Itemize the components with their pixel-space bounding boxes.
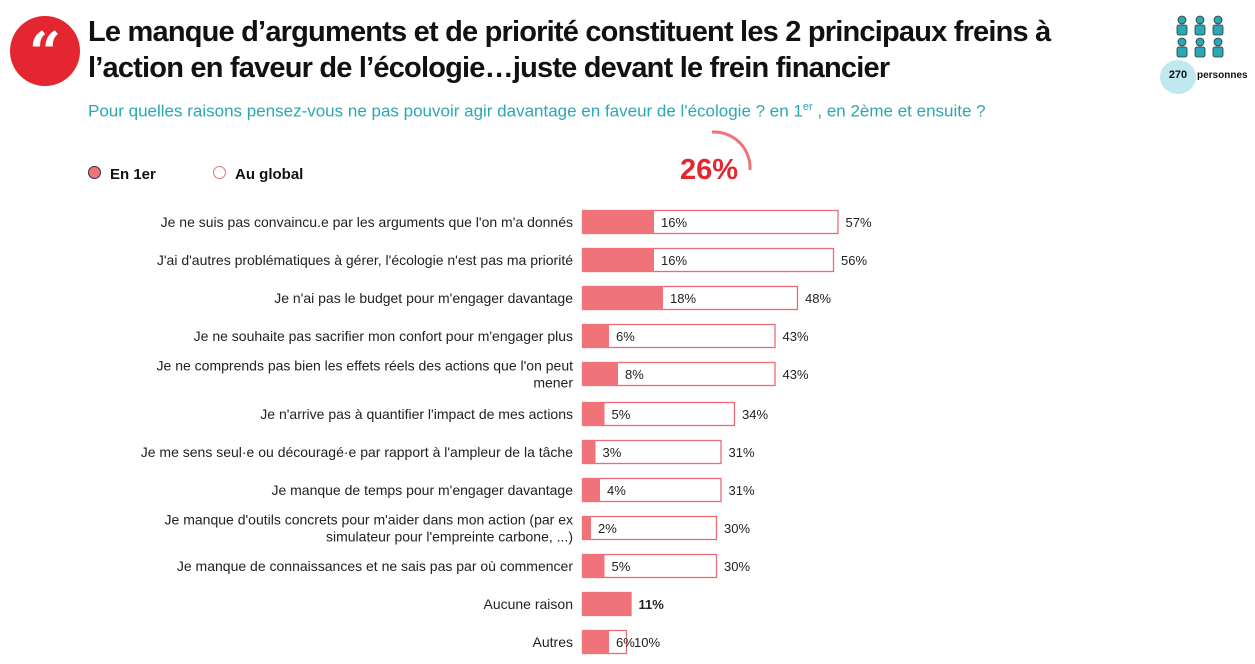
category-label: Je n'ai pas le budget pour m'engager dav… (274, 290, 573, 306)
bar-global-label: 31% (729, 445, 755, 460)
bar-first-label: 5% (612, 559, 631, 574)
category-label: Autres (533, 634, 573, 650)
bar-first (582, 402, 605, 426)
category-label: mener (533, 375, 573, 391)
legend-label-first: En 1er (110, 166, 156, 183)
bar-first (582, 324, 609, 348)
subtitle-superscript: er (802, 101, 813, 113)
category-label: Je ne comprends pas bien les effets réel… (157, 358, 574, 374)
bar-global-label: 43% (783, 367, 809, 382)
category-label: simulateur pour l'empreinte carbone, ...… (326, 529, 573, 545)
category-label: Aucune raison (483, 596, 573, 612)
bar-global (581, 323, 776, 349)
bar-global (581, 401, 736, 427)
category-label: Je manque de connaissances et ne sais pa… (177, 558, 573, 574)
people-group-icon (1170, 10, 1230, 66)
bar-global-label: 57% (846, 215, 872, 230)
bar-first (582, 362, 618, 386)
bar-global (581, 477, 722, 503)
legend-label-global: Au global (235, 166, 304, 183)
bar-first (582, 440, 596, 464)
bar-global-label: 34% (742, 407, 768, 422)
bar-global-label: 56% (841, 253, 867, 268)
bar-first-label: 8% (625, 367, 644, 382)
highlight-arc (711, 130, 752, 171)
bar-first (582, 516, 591, 540)
bar-first-label: 18% (670, 291, 696, 306)
bar-first-label: 6% (616, 329, 635, 344)
category-label: J'ai d'autres problématiques à gérer, l'… (157, 252, 573, 268)
legend-swatch-global (213, 166, 226, 179)
bar-first (582, 210, 654, 234)
bar-first-label: 16% (661, 215, 687, 230)
bar-global-label: 10% (634, 635, 660, 650)
bar-first-label: 6% (616, 635, 635, 650)
bar-global-label: 31% (729, 483, 755, 498)
bar-first (582, 592, 632, 616)
subtitle-end: , en 2ème et ensuite ? (812, 101, 986, 121)
page-title: Le manque d’arguments et de priorité con… (88, 16, 1051, 84)
bar-global-label: 30% (724, 521, 750, 536)
bar-global-label: 48% (805, 291, 831, 306)
bar-first (582, 286, 663, 310)
category-label: Je me sens seul·e ou découragé·e par rap… (141, 444, 573, 460)
bar-first-label: 5% (612, 407, 631, 422)
category-label: Je manque de temps pour m'engager davant… (271, 482, 573, 498)
sample-count: 270 (1168, 69, 1188, 81)
bar-first-label: 3% (603, 445, 622, 460)
bar-global-label: 11% (639, 597, 665, 612)
legend-swatch-first (88, 166, 101, 179)
category-label: Je n'arrive pas à quantifier l'impact de… (260, 406, 573, 422)
bar-first (582, 248, 654, 272)
sample-count-badge (1160, 60, 1196, 94)
quote-badge: “ (10, 16, 80, 86)
bar-global-label: 43% (783, 329, 809, 344)
question-subtitle: Pour quelles raisons pensez-vous ne pas … (88, 101, 986, 122)
bar-first-label: 4% (607, 483, 626, 498)
subtitle-main: Pour quelles raisons pensez-vous ne pas … (88, 101, 803, 121)
bar-first (582, 630, 609, 654)
sample-label: personnes (1197, 70, 1248, 81)
highlight-value: 26% (680, 154, 739, 186)
bar-global-label: 30% (724, 559, 750, 574)
bar-first-label: 16% (661, 253, 687, 268)
category-label: Je ne souhaite pas sacrifier mon confort… (194, 328, 573, 344)
category-label: Je ne suis pas convaincu.e par les argum… (161, 214, 573, 230)
bar-first-label: 2% (598, 521, 617, 536)
category-label: Je manque d'outils concrets pour m'aider… (165, 512, 573, 528)
quote-mark-icon: “ (28, 20, 62, 86)
bar-first (582, 554, 605, 578)
bar-first (582, 478, 600, 502)
